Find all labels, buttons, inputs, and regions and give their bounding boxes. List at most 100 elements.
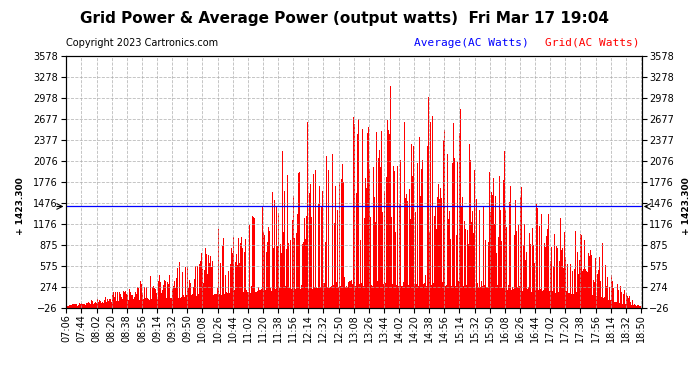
Bar (187, 267, 188, 308)
Bar (588, 254, 589, 308)
Bar (437, 197, 438, 308)
Bar (636, 306, 637, 308)
Bar (149, 300, 150, 307)
Bar (286, 249, 287, 308)
Bar (455, 160, 456, 308)
Bar (196, 296, 197, 307)
Bar (266, 290, 267, 308)
Bar (456, 235, 457, 308)
Text: Copyright 2023 Cartronics.com: Copyright 2023 Cartronics.com (66, 38, 217, 48)
Bar (475, 288, 476, 308)
Bar (632, 300, 633, 307)
Bar (585, 269, 586, 308)
Bar (227, 293, 228, 308)
Bar (215, 272, 217, 308)
Bar (406, 195, 407, 308)
Bar (72, 305, 73, 308)
Bar (78, 304, 79, 307)
Bar (265, 290, 266, 308)
Bar (274, 201, 275, 308)
Bar (291, 289, 292, 308)
Bar (375, 222, 376, 308)
Bar (201, 258, 202, 308)
Bar (600, 281, 601, 308)
Bar (231, 248, 232, 308)
Bar (504, 151, 505, 308)
Bar (617, 278, 618, 308)
Bar (397, 166, 398, 308)
Bar (624, 290, 625, 308)
Bar (573, 294, 574, 307)
Bar (112, 292, 114, 308)
Bar (311, 217, 312, 308)
Bar (459, 133, 460, 308)
Bar (412, 177, 413, 308)
Bar (251, 286, 252, 308)
Bar (307, 122, 308, 308)
Bar (67, 306, 68, 308)
Bar (76, 304, 77, 307)
Bar (529, 291, 531, 308)
Bar (556, 246, 557, 308)
Bar (472, 211, 473, 308)
Text: Grid Power & Average Power (output watts)  Fri Mar 17 19:04: Grid Power & Average Power (output watts… (81, 11, 609, 26)
Bar (452, 163, 453, 308)
Bar (148, 299, 149, 307)
Bar (111, 302, 112, 307)
Bar (486, 286, 488, 308)
Bar (630, 302, 631, 307)
Bar (122, 299, 123, 307)
Bar (333, 285, 334, 308)
Bar (611, 275, 612, 308)
Bar (80, 304, 81, 307)
Bar (521, 187, 522, 308)
Bar (159, 298, 161, 307)
Bar (561, 250, 562, 308)
Bar (206, 296, 207, 307)
Bar (73, 304, 75, 307)
Bar (580, 234, 581, 308)
Bar (572, 270, 573, 308)
Bar (79, 303, 80, 307)
Bar (593, 296, 595, 307)
Bar (77, 306, 78, 308)
Bar (604, 297, 605, 307)
Bar (587, 272, 588, 308)
Bar (105, 300, 106, 307)
Bar (125, 291, 126, 308)
Bar (181, 297, 182, 307)
Bar (199, 264, 200, 308)
Bar (297, 214, 298, 308)
Bar (303, 287, 304, 308)
Bar (304, 219, 305, 308)
Bar (361, 283, 362, 308)
Bar (515, 249, 516, 308)
Bar (302, 244, 303, 308)
Bar (152, 287, 153, 308)
Bar (301, 285, 302, 308)
Bar (235, 262, 236, 308)
Bar (224, 293, 226, 308)
Bar (395, 279, 396, 308)
Bar (507, 290, 508, 308)
Bar (398, 286, 399, 308)
Bar (391, 217, 392, 308)
Bar (253, 217, 254, 308)
Bar (411, 144, 412, 308)
Bar (317, 288, 318, 308)
Bar (558, 292, 559, 308)
Bar (157, 298, 158, 307)
Bar (570, 264, 571, 308)
Bar (499, 176, 500, 308)
Bar (443, 140, 444, 308)
Bar (419, 143, 420, 308)
Bar (563, 268, 564, 308)
Bar (564, 232, 565, 308)
Bar (262, 207, 263, 308)
Bar (376, 132, 377, 308)
Bar (162, 290, 163, 308)
Bar (575, 294, 576, 308)
Bar (197, 266, 198, 308)
Bar (454, 158, 455, 308)
Bar (296, 233, 297, 308)
